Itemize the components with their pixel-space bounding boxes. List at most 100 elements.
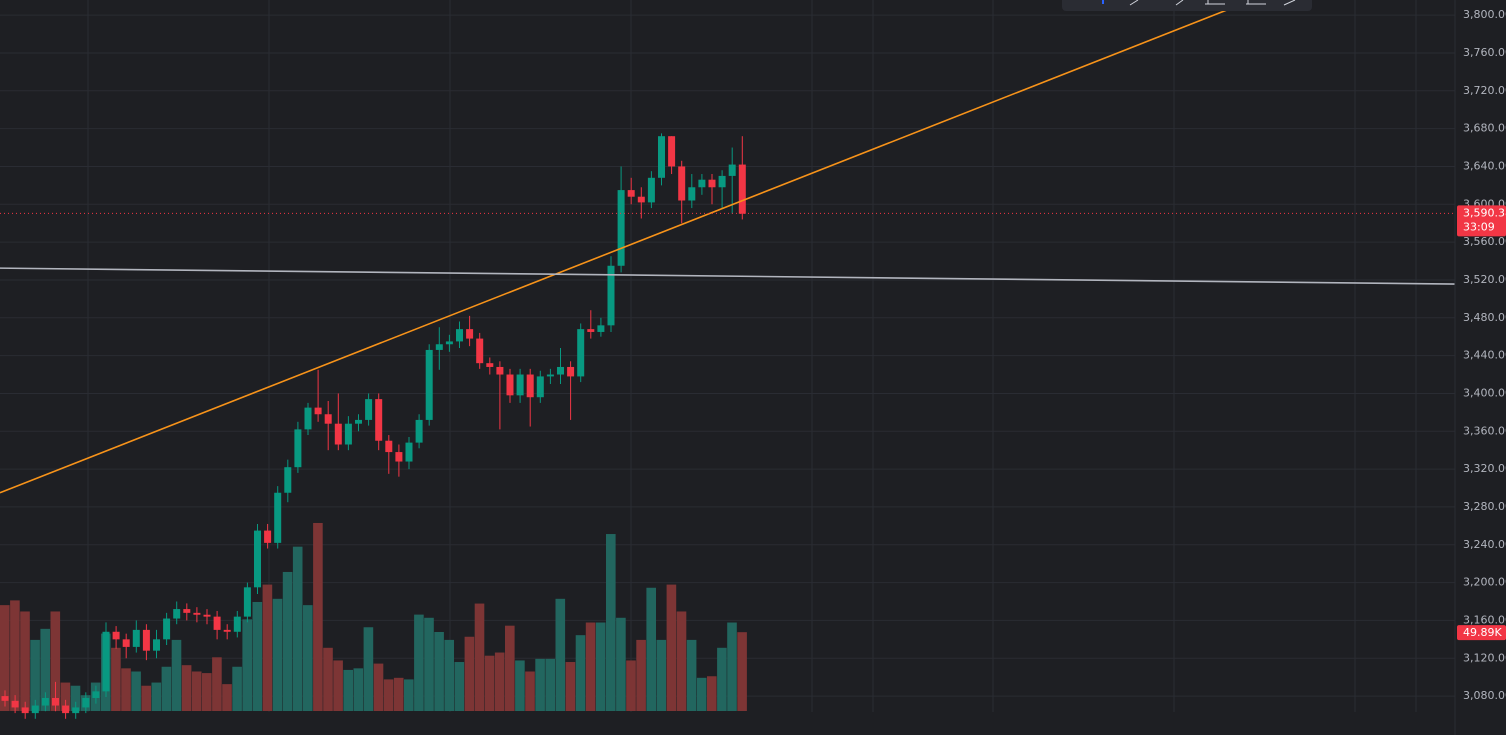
candle-body	[344, 423, 352, 445]
candle-body	[466, 329, 474, 339]
volume-bar	[555, 598, 566, 711]
y-tick-label: 3,440.00	[1463, 349, 1506, 362]
y-tick-label: 3,400.00	[1463, 386, 1506, 399]
volume-bar	[646, 587, 656, 711]
volume-bar	[212, 657, 222, 711]
volume-bar	[393, 677, 404, 711]
volume-bar	[343, 669, 353, 711]
countdown-label: 33:09	[1463, 220, 1495, 233]
candle-body	[435, 344, 443, 350]
candle-body	[183, 609, 191, 613]
candle-body	[668, 136, 676, 167]
candle-body	[375, 399, 383, 441]
volume-bar	[636, 639, 646, 711]
volume-bar	[333, 660, 343, 711]
candle-body	[264, 530, 272, 543]
tool-icon[interactable]	[1246, 0, 1266, 5]
tool-icon[interactable]	[1283, 0, 1296, 6]
candle-body	[62, 705, 70, 714]
volume-bar	[242, 619, 252, 711]
candle-body	[365, 399, 373, 420]
price-axis-labels: 3,080.00 3,120.00 3,160.00 3,200.00 3,240.00…	[1463, 8, 1506, 702]
volume-bar	[272, 598, 283, 711]
candles	[1, 133, 746, 719]
candle-body	[738, 164, 746, 214]
candle-body	[647, 177, 655, 203]
volume-bar	[161, 666, 172, 711]
candle-body	[718, 175, 726, 188]
candle-body	[577, 329, 585, 377]
y-tick-label: 3,560.00	[1463, 235, 1506, 248]
volume-bar	[454, 662, 465, 711]
candle-body	[607, 265, 615, 326]
candle-body	[52, 697, 59, 706]
candle-body	[688, 187, 696, 201]
candle-body	[82, 697, 90, 708]
y-tick-label: 3,720.00	[1463, 84, 1506, 97]
y-tick-label: 3,680.00	[1463, 122, 1506, 135]
candle-body	[223, 629, 231, 632]
volume-bar	[111, 647, 121, 711]
candle-body	[254, 530, 261, 588]
volume-bar	[737, 632, 747, 711]
candle-body	[294, 429, 302, 468]
last-price-label: 3,590.38	[1463, 206, 1506, 219]
candle-body	[284, 467, 292, 493]
volume-bar	[686, 639, 697, 711]
candle-body	[698, 179, 706, 188]
volume-bar	[353, 668, 364, 711]
candle-body	[132, 629, 140, 647]
candle-body	[72, 707, 80, 714]
candle-body	[11, 700, 19, 708]
volume-bar	[656, 639, 667, 711]
candle-body	[546, 374, 554, 377]
candle-body	[445, 341, 453, 345]
volume-bar	[262, 584, 273, 711]
volume-bar	[151, 682, 162, 711]
candle-body	[153, 639, 160, 651]
volume-bar	[414, 614, 424, 711]
candle-body	[142, 629, 150, 651]
volume-bar	[232, 666, 242, 711]
tool-icon[interactable]	[1129, 0, 1139, 6]
candle-body	[597, 325, 605, 332]
candle-body	[587, 329, 595, 332]
candle-body	[304, 407, 312, 430]
volume-bar	[606, 534, 616, 711]
candle-body	[324, 414, 332, 424]
candle-body	[496, 366, 504, 375]
volume-bar	[303, 605, 313, 711]
candle-body	[193, 612, 201, 615]
volume-bar	[50, 611, 61, 711]
drawing-toolbar[interactable]	[1062, 0, 1312, 11]
candle-body	[173, 609, 181, 619]
tool-icon[interactable]	[1205, 0, 1225, 5]
candle-body	[425, 349, 433, 420]
candle-body	[536, 376, 544, 398]
candle-body	[456, 329, 463, 342]
candle-body	[92, 691, 100, 698]
y-tick-label: 3,800.00	[1463, 8, 1506, 21]
y-tick-label: 3,240.00	[1463, 538, 1506, 551]
volume-bar	[494, 652, 505, 711]
candle-body	[21, 707, 29, 714]
candle-body	[112, 631, 120, 640]
volume-bar	[595, 622, 606, 711]
candle-body	[395, 452, 403, 462]
candle-body	[233, 616, 241, 632]
volume-bar	[181, 665, 192, 711]
y-tick-label: 3,160.00	[1463, 613, 1506, 626]
volume-bar	[585, 622, 596, 711]
volume-bar	[313, 522, 323, 711]
tool-icon[interactable]	[1175, 0, 1184, 6]
volume-bar	[20, 611, 30, 711]
volume-bar	[484, 655, 495, 711]
y-tick-label: 3,760.00	[1463, 46, 1506, 59]
volume-bar	[10, 600, 20, 711]
volume-bar	[363, 627, 374, 711]
y-tick-label: 3,640.00	[1463, 159, 1506, 172]
volume-bar	[131, 671, 141, 711]
y-tick-label: 3,120.00	[1463, 651, 1506, 664]
